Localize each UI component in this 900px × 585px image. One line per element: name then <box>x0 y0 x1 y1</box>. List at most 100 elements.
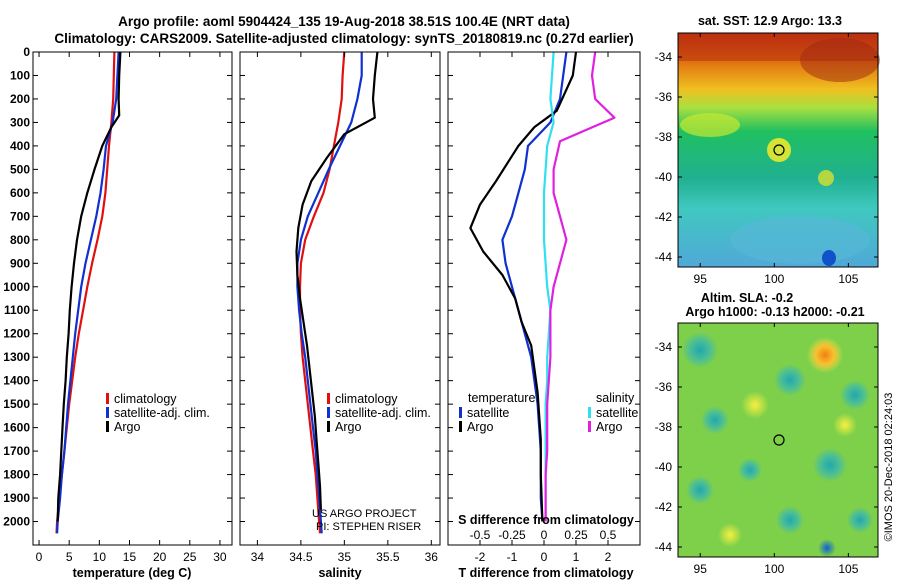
project-annotation: US ARGO PROJECT <box>312 508 417 520</box>
y-tick-label: 1200 <box>3 327 30 341</box>
x-tick-label: -1 <box>507 550 518 564</box>
legend-label-climatology: climatology <box>335 392 398 406</box>
x-tick-label: 10 <box>93 550 107 564</box>
x2-tick-label: 0 <box>541 528 548 542</box>
x-tick-label: 34.5 <box>289 550 313 564</box>
sla-anomaly-high <box>833 413 857 437</box>
x-tick-label: 0 <box>541 550 548 564</box>
x-tick-label: 5 <box>66 550 73 564</box>
map-x-tick-label: 100 <box>764 272 784 286</box>
sla-anomaly-high <box>741 391 769 419</box>
title-line-1: Argo profile: aoml 5904424_135 19-Aug-20… <box>118 14 570 29</box>
legend-label-satellite: satellite-adj. clim. <box>335 406 431 420</box>
map-y-tick-label: -40 <box>655 460 673 474</box>
sla-anomaly-low <box>847 507 873 533</box>
sst-deep-blue-spot <box>822 250 836 266</box>
pi-annotation: PI: STEPHEN RISER <box>316 521 421 533</box>
map-x-tick-label: 95 <box>694 272 708 286</box>
legend-swatch-climatology <box>106 393 109 404</box>
map-y-tick-label: -38 <box>655 420 673 434</box>
map-x-tick-label: 105 <box>838 272 858 286</box>
sla-argo-marker <box>773 434 785 446</box>
series-line-argo <box>295 51 379 510</box>
y-tick-label: 400 <box>10 139 30 153</box>
x-tick-label: 1 <box>573 550 580 564</box>
y-tick-label: 1100 <box>4 303 30 317</box>
y-tick-label: 1300 <box>3 350 30 364</box>
legend-label-s-argo: Argo <box>596 420 622 434</box>
legend-swatch-argo <box>106 421 109 432</box>
salinity-series-group <box>295 51 379 534</box>
y-tick-label: 300 <box>10 115 30 129</box>
temperature-axes: 0100200300400500600700800900100011001200… <box>3 45 232 564</box>
y-tick-label: 1400 <box>3 374 30 388</box>
map-y-tick-label: -42 <box>655 210 673 224</box>
legend-label-climatology: climatology <box>114 392 177 406</box>
y-tick-label: 600 <box>10 186 30 200</box>
y-tick-label: 1800 <box>3 468 30 482</box>
temperature-frame <box>32 51 233 546</box>
sla-anomaly-low <box>776 506 804 534</box>
legend-swatch-s-argo <box>588 421 591 432</box>
x-tick-label: 36 <box>425 550 439 564</box>
map-y-tick-label: -42 <box>655 500 673 514</box>
y-tick-label: 1000 <box>3 280 30 294</box>
temperature-series-group <box>55 51 122 534</box>
sla-anomaly-deep <box>818 539 836 557</box>
y-tick-label: 1700 <box>3 444 30 458</box>
difference-panel: -2 -1 0 1 2 -0.5 -0.25 0 0.25 0.5 T difference fr… <box>447 51 641 580</box>
series-line-t-satellite <box>501 51 568 522</box>
sla-anomaly-low <box>840 380 870 410</box>
sla-anomaly-low <box>813 448 847 482</box>
sla-anomaly-low <box>774 364 806 396</box>
legend-label-argo: Argo <box>114 420 140 434</box>
legend-swatch-argo <box>327 421 330 432</box>
y-tick-label: 2000 <box>3 515 30 529</box>
legend-label-t-satellite: satellite <box>467 406 509 420</box>
x-tick-label: 20 <box>153 550 167 564</box>
y-tick-label: 700 <box>10 209 30 223</box>
sst-yellow-patch <box>680 113 740 137</box>
temperature-legend: climatology satellite-adj. clim. Argo <box>106 392 210 434</box>
map-y-tick-label: -40 <box>655 170 673 184</box>
legend-label-s-satellite: satellite <box>596 406 638 420</box>
y-tick-label: 900 <box>10 256 30 270</box>
legend-swatch-satellite <box>327 407 330 418</box>
y-tick-label: 100 <box>10 68 30 82</box>
x-tick-label: 0 <box>36 550 43 564</box>
series-line-climatology <box>298 51 346 534</box>
x2-tick-label: 0.25 <box>564 528 588 542</box>
legend-title-temperature: temperature <box>468 391 535 405</box>
map-y-tick-label: -44 <box>655 540 673 554</box>
legend-label-t-argo: Argo <box>467 420 493 434</box>
sst-argo-marker <box>773 144 785 156</box>
sst-cool-patch <box>730 216 870 264</box>
sla-anomaly-high <box>718 523 742 547</box>
x-tick-label: 35 <box>338 550 352 564</box>
sla-anomaly-high <box>807 337 843 373</box>
map-y-tick-label: -36 <box>655 380 673 394</box>
difference-frame <box>447 51 641 546</box>
y-tick-label: 200 <box>10 92 30 106</box>
y-tick-label: 1900 <box>3 491 30 505</box>
series-line-s-argo <box>544 51 616 522</box>
series-line-satellite-adj-clim- <box>296 52 363 534</box>
difference-axes: -2 -1 0 1 2 -0.5 -0.25 0 0.25 0.5 <box>448 51 640 564</box>
x-tick-label: 2 <box>605 550 612 564</box>
difference-series-group <box>469 51 616 522</box>
x2-tick-label: 0.5 <box>600 528 617 542</box>
map-y-tick-label: -36 <box>655 90 673 104</box>
y-tick-label: 1500 <box>3 397 30 411</box>
x-tick-label: 25 <box>183 550 197 564</box>
map-y-tick-label: -34 <box>655 50 673 64</box>
sla-map-frame <box>677 322 879 558</box>
salinity-panel: 34 34.5 35 35.5 36 salinity climatology sate… <box>239 51 441 580</box>
sst-warm-eddy <box>800 38 880 82</box>
series-line-satellite-adj-clim- <box>56 51 120 534</box>
map-y-tick-label: -34 <box>655 340 673 354</box>
series-line-argo <box>56 51 122 522</box>
sst-map-frame <box>677 32 879 268</box>
map-y-tick-label: -38 <box>655 130 673 144</box>
x2-tick-label: -0.25 <box>498 528 526 542</box>
